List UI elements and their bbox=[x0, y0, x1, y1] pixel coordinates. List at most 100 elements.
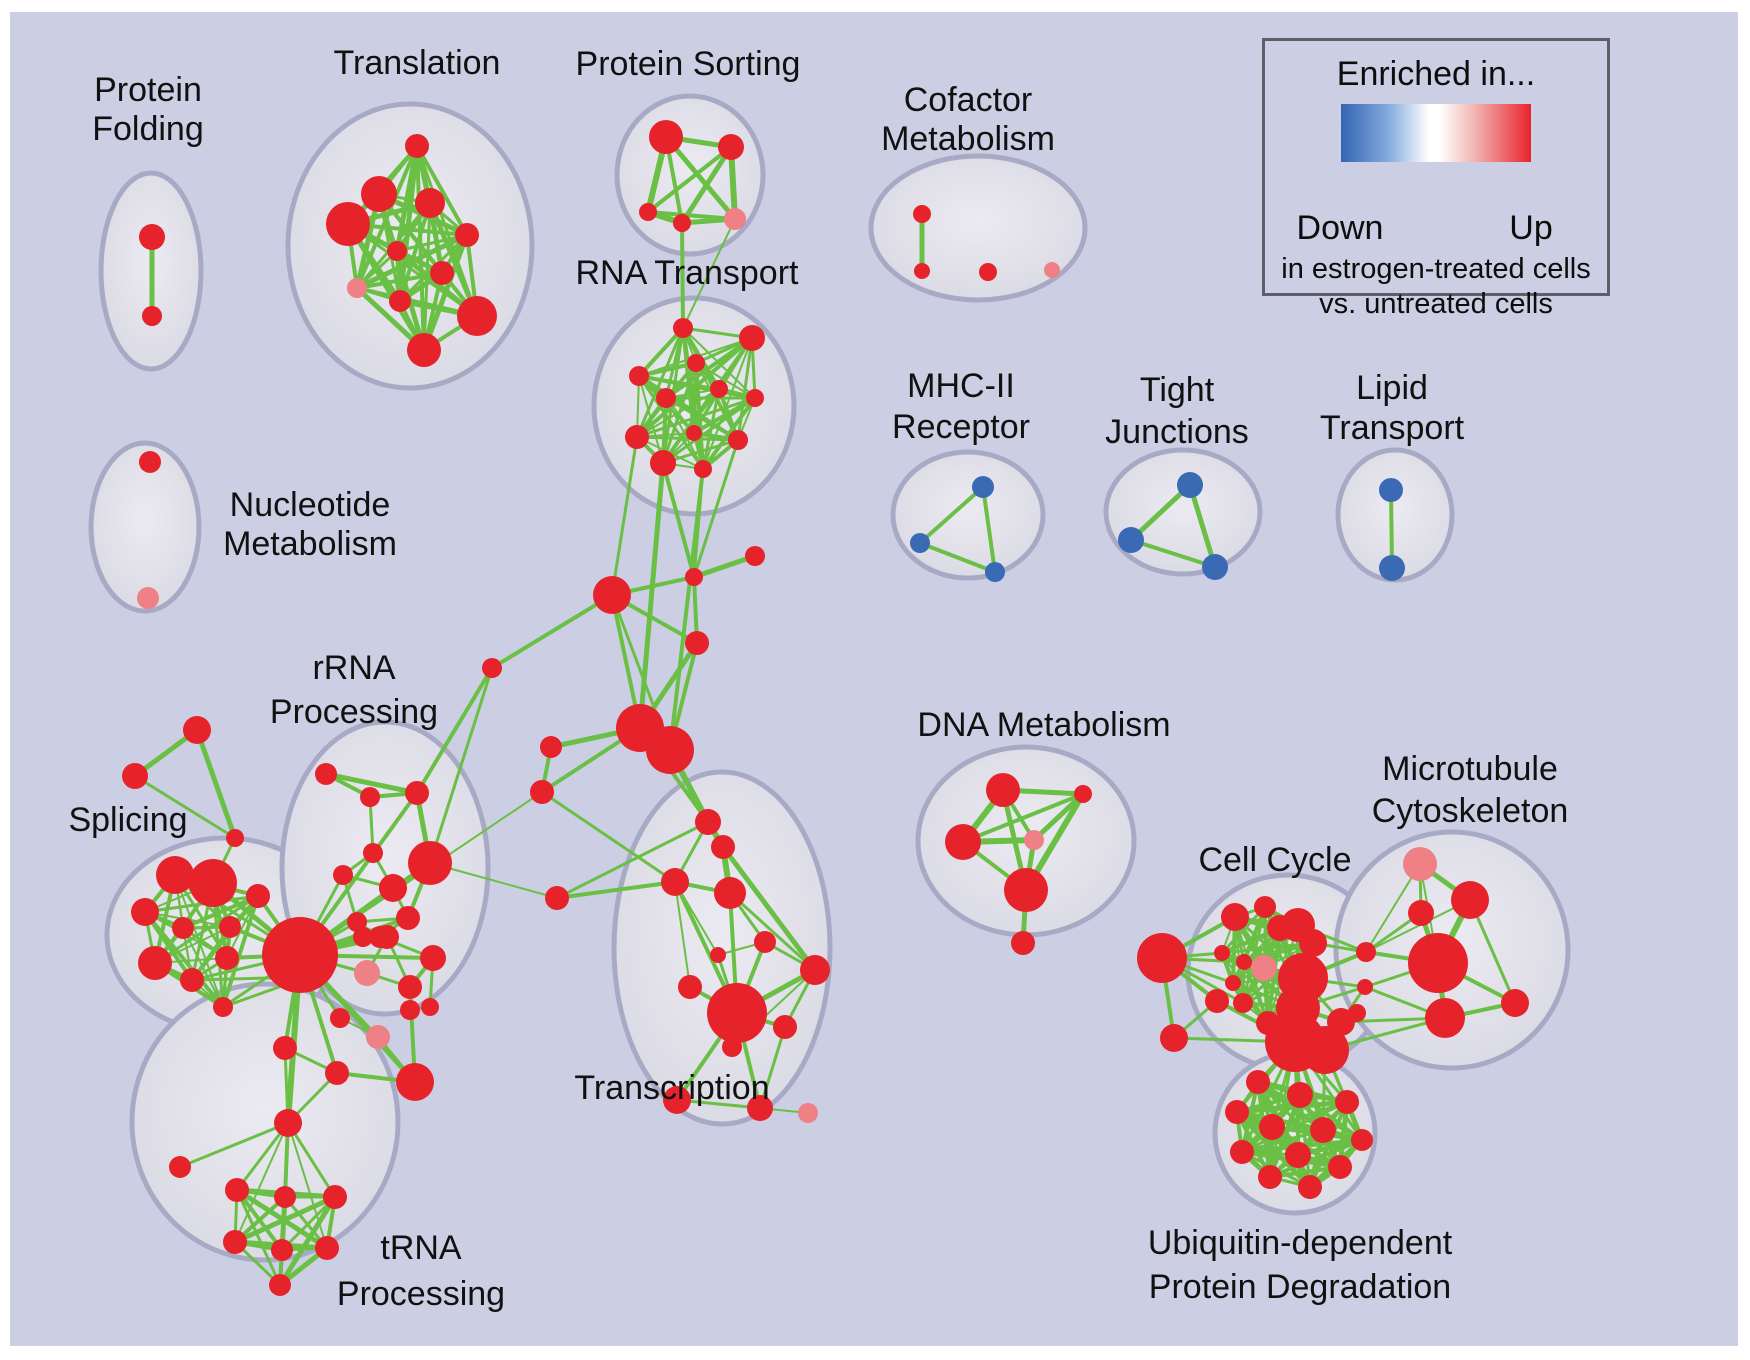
node-mb3[interactable] bbox=[330, 1008, 350, 1028]
node-cf1[interactable] bbox=[913, 205, 931, 223]
node-mb2[interactable] bbox=[325, 1061, 349, 1085]
node-tr9[interactable] bbox=[800, 955, 830, 985]
node-tj1[interactable] bbox=[1177, 472, 1203, 498]
node-rt10[interactable] bbox=[728, 430, 748, 450]
node-c4[interactable] bbox=[685, 631, 709, 655]
node-tj2[interactable] bbox=[1118, 527, 1144, 553]
node-tl7[interactable] bbox=[430, 261, 454, 285]
node-tn2[interactable] bbox=[274, 1186, 296, 1208]
node-tr13[interactable] bbox=[747, 1095, 773, 1121]
node-un11[interactable] bbox=[1258, 1165, 1282, 1189]
node-cc12[interactable] bbox=[1225, 975, 1241, 991]
node-un9[interactable] bbox=[1285, 1142, 1311, 1168]
node-cc11[interactable] bbox=[1205, 989, 1229, 1013]
node-rt11[interactable] bbox=[650, 450, 676, 476]
node-sp4[interactable] bbox=[172, 917, 194, 939]
node-tl10[interactable] bbox=[457, 296, 497, 336]
node-nu2[interactable] bbox=[137, 587, 159, 609]
node-rt8[interactable] bbox=[625, 425, 649, 449]
node-tn3[interactable] bbox=[323, 1185, 347, 1209]
node-cc2[interactable] bbox=[1160, 1024, 1188, 1052]
node-rt5[interactable] bbox=[656, 388, 676, 408]
node-tl5[interactable] bbox=[455, 223, 479, 247]
node-mh2[interactable] bbox=[910, 533, 930, 553]
node-cf4[interactable] bbox=[1044, 262, 1060, 278]
node-mb11[interactable] bbox=[354, 960, 380, 986]
node-cc10[interactable] bbox=[1236, 954, 1252, 970]
node-dn2[interactable] bbox=[1074, 785, 1092, 803]
node-lp1[interactable] bbox=[1379, 478, 1403, 502]
node-ps1[interactable] bbox=[649, 120, 683, 154]
node-dn6[interactable] bbox=[1011, 931, 1035, 955]
node-l2[interactable] bbox=[530, 780, 554, 804]
node-tl4[interactable] bbox=[326, 202, 370, 246]
node-tr7[interactable] bbox=[678, 975, 702, 999]
node-tn6[interactable] bbox=[315, 1236, 339, 1260]
node-tr10[interactable] bbox=[773, 1015, 797, 1039]
node-sc[interactable] bbox=[226, 829, 244, 847]
node-br2[interactable] bbox=[1357, 979, 1373, 995]
node-tr1[interactable] bbox=[695, 809, 721, 835]
node-un3[interactable] bbox=[1335, 1090, 1359, 1114]
node-tl1[interactable] bbox=[405, 134, 429, 158]
node-tl6[interactable] bbox=[387, 241, 407, 261]
node-dn1[interactable] bbox=[986, 773, 1020, 807]
node-rt4[interactable] bbox=[687, 354, 705, 372]
node-sp5[interactable] bbox=[219, 916, 241, 938]
node-sp7[interactable] bbox=[180, 968, 204, 992]
node-rr8[interactable] bbox=[396, 906, 420, 930]
node-rr6[interactable] bbox=[379, 874, 407, 902]
node-tr12[interactable] bbox=[663, 1086, 691, 1114]
node-cc13[interactable] bbox=[1233, 993, 1253, 1013]
node-mb13[interactable] bbox=[292, 962, 322, 992]
node-h2[interactable] bbox=[646, 726, 694, 774]
node-un8[interactable] bbox=[1230, 1140, 1254, 1164]
node-rr1[interactable] bbox=[315, 763, 337, 785]
node-tl3[interactable] bbox=[415, 188, 445, 218]
node-tl11[interactable] bbox=[407, 333, 441, 367]
node-rr2[interactable] bbox=[360, 787, 380, 807]
node-mb1[interactable] bbox=[273, 1036, 297, 1060]
node-tl2[interactable] bbox=[361, 176, 397, 212]
node-mb7[interactable] bbox=[421, 998, 439, 1016]
node-l1[interactable] bbox=[540, 736, 562, 758]
node-sa[interactable] bbox=[183, 716, 211, 744]
node-nu1[interactable] bbox=[139, 451, 161, 473]
node-sp8[interactable] bbox=[215, 946, 239, 970]
node-rt3[interactable] bbox=[629, 366, 649, 386]
node-sb[interactable] bbox=[122, 763, 148, 789]
node-m1[interactable] bbox=[482, 658, 502, 678]
node-c3[interactable] bbox=[745, 546, 765, 566]
node-cc8[interactable] bbox=[1251, 955, 1277, 981]
node-tr8[interactable] bbox=[707, 983, 767, 1043]
node-un10[interactable] bbox=[1328, 1155, 1352, 1179]
node-mb6[interactable] bbox=[400, 1000, 420, 1020]
node-un7[interactable] bbox=[1351, 1129, 1373, 1151]
node-rt9[interactable] bbox=[686, 425, 702, 441]
node-lp2[interactable] bbox=[1379, 555, 1405, 581]
node-ps4[interactable] bbox=[673, 214, 691, 232]
node-cc18[interactable] bbox=[1348, 1004, 1366, 1022]
node-sp3[interactable] bbox=[131, 898, 159, 926]
node-dn4[interactable] bbox=[1024, 830, 1044, 850]
node-tr6[interactable] bbox=[754, 931, 776, 953]
node-cc1[interactable] bbox=[1137, 933, 1187, 983]
node-rr7[interactable] bbox=[408, 841, 452, 885]
node-rt2[interactable] bbox=[739, 325, 765, 351]
node-un4[interactable] bbox=[1225, 1100, 1249, 1124]
node-tr5[interactable] bbox=[710, 947, 726, 963]
node-rr3[interactable] bbox=[405, 781, 429, 805]
node-ps2[interactable] bbox=[718, 134, 744, 160]
node-mt4[interactable] bbox=[1408, 933, 1468, 993]
node-l3[interactable] bbox=[545, 886, 569, 910]
node-pf1[interactable] bbox=[139, 224, 165, 250]
node-rt12[interactable] bbox=[694, 460, 712, 478]
node-tn4[interactable] bbox=[223, 1230, 247, 1254]
node-sp10[interactable] bbox=[213, 997, 233, 1017]
node-dn5[interactable] bbox=[1004, 868, 1048, 912]
node-ps5[interactable] bbox=[724, 208, 746, 230]
node-br1[interactable] bbox=[1356, 942, 1376, 962]
node-sp2[interactable] bbox=[189, 859, 237, 907]
node-rt1[interactable] bbox=[673, 318, 693, 338]
node-rr5[interactable] bbox=[333, 865, 353, 885]
